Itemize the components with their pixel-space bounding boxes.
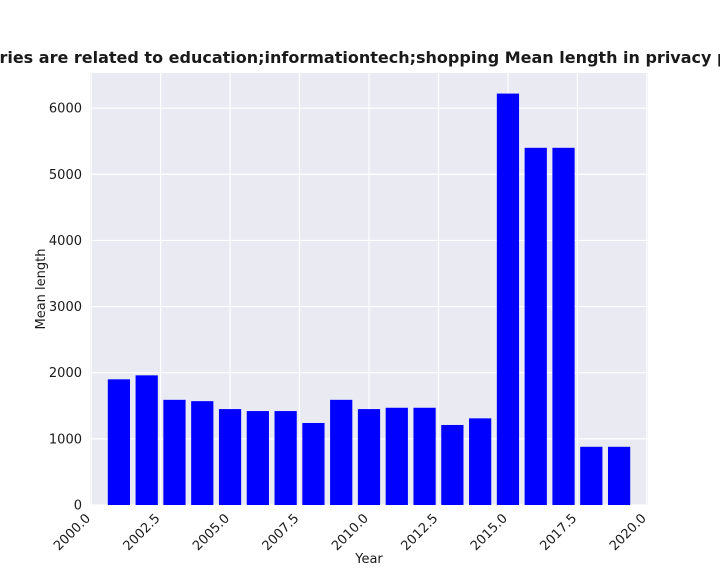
x-tick-label: 2002.5 — [121, 511, 164, 554]
bar-2003 — [163, 399, 186, 505]
bar-2011 — [385, 407, 408, 505]
y-tick-label: 2000 — [49, 366, 82, 381]
x-axis-label: Year — [354, 552, 383, 567]
bar-2002 — [135, 375, 158, 505]
x-tick-label: 2012.5 — [399, 511, 442, 554]
y-tick-labels: 0 1000 2000 3000 4000 5000 6000 — [49, 102, 82, 514]
bar-2014 — [469, 418, 492, 505]
x-tick-label: 2007.5 — [260, 511, 303, 554]
bars — [107, 93, 631, 506]
bar-2015 — [496, 93, 520, 506]
bar-2018 — [580, 446, 603, 505]
bar-2001 — [107, 379, 131, 505]
bar-2005 — [218, 409, 242, 505]
bar-2019 — [607, 446, 631, 505]
y-tick-label: 5000 — [49, 168, 82, 183]
y-tick-label: 3000 — [49, 300, 82, 315]
x-tick-label: 2005.0 — [190, 511, 233, 554]
bar-2006 — [246, 411, 269, 505]
y-tick-label: 1000 — [49, 432, 82, 447]
bar-2008 — [302, 422, 325, 505]
chart-title: categories are related to education;info… — [0, 48, 720, 67]
y-tick-label: 4000 — [49, 234, 82, 249]
y-tick-label: 6000 — [49, 102, 82, 117]
bar-2013 — [441, 424, 464, 505]
bar-2016 — [524, 147, 547, 505]
y-axis-label: Mean length — [34, 249, 49, 330]
bar-2012 — [413, 407, 436, 505]
bar-2010 — [357, 409, 381, 505]
x-tick-label: 2015.0 — [468, 511, 511, 554]
x-tick-label: 2017.5 — [537, 511, 580, 554]
x-tick-label: 2000.0 — [51, 511, 94, 554]
x-tick-labels: 2000.0 2002.5 2005.0 2007.5 2010.0 2012.5 2015… — [51, 511, 650, 554]
x-tick-label: 2020.0 — [607, 511, 650, 554]
bar-2009 — [330, 399, 353, 505]
bar-2007 — [274, 411, 297, 505]
bar-2017 — [552, 147, 575, 505]
x-tick-label: 2010.0 — [329, 511, 372, 554]
y-tick-label: 0 — [74, 499, 82, 514]
bar-2004 — [191, 401, 214, 505]
